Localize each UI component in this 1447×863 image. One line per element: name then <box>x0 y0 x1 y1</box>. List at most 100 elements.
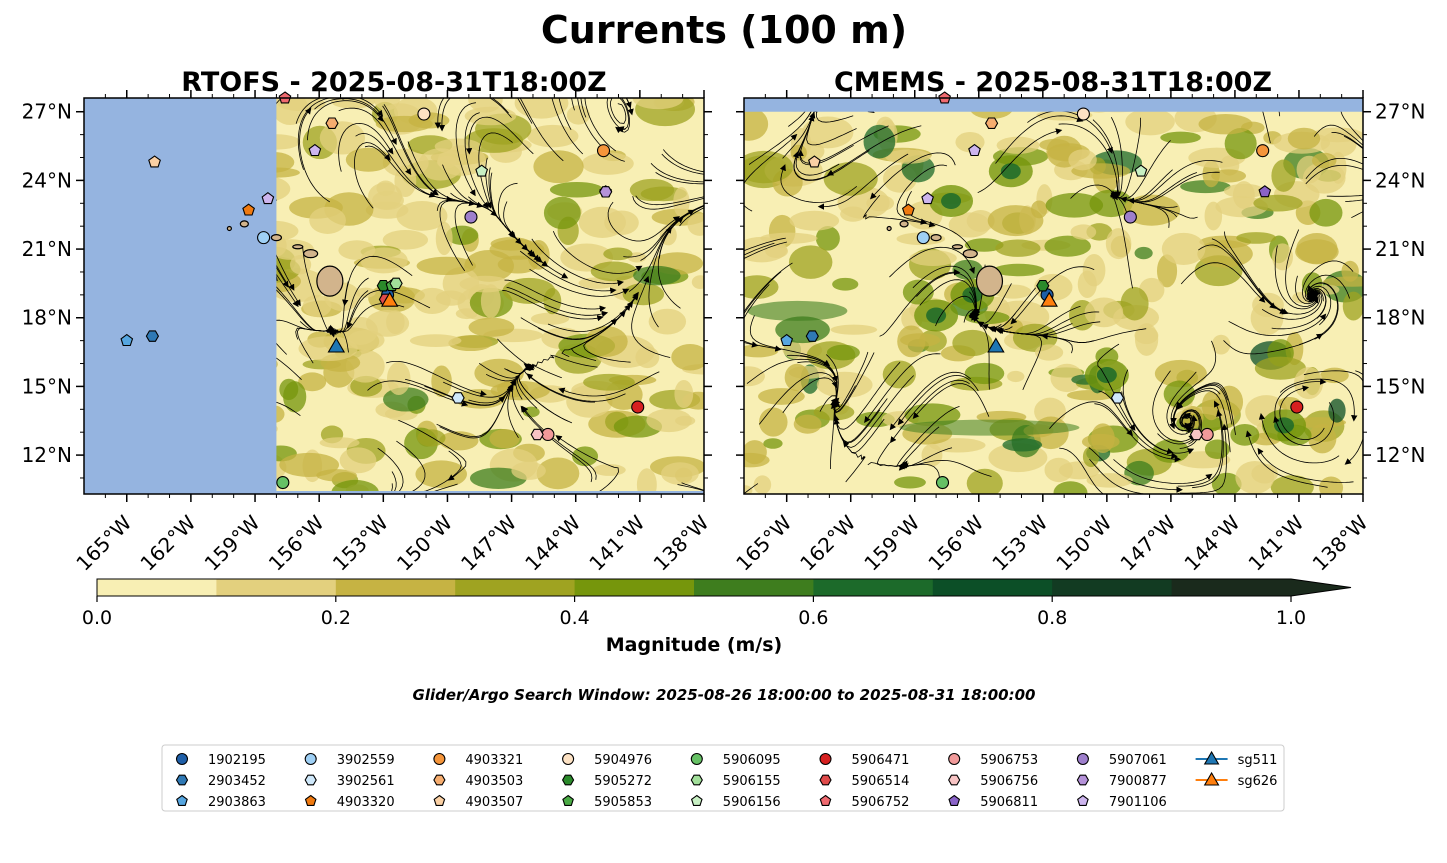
streamline <box>502 289 604 322</box>
field-patch <box>1224 128 1257 160</box>
float-7901106 <box>308 143 322 157</box>
field-patch <box>533 150 584 184</box>
x-tick-label: 147°W <box>1115 510 1180 575</box>
streamline <box>551 98 584 155</box>
figure-title: Currents (100 m) <box>541 8 907 52</box>
field-patch <box>996 136 1040 154</box>
field-patch <box>673 187 690 218</box>
field-patch <box>1105 228 1132 260</box>
field-patch <box>396 201 448 231</box>
streamline <box>981 305 1081 335</box>
y-tick-label: 18°N <box>1375 306 1425 330</box>
field-patch <box>763 438 783 449</box>
field-patch <box>502 277 556 304</box>
streamline <box>744 284 782 352</box>
island <box>962 249 978 259</box>
field-patch <box>1342 291 1363 321</box>
island <box>899 220 909 228</box>
streamline <box>1179 423 1228 494</box>
colorbar-segment <box>694 579 814 596</box>
streamline <box>912 265 980 316</box>
field-patch <box>309 206 346 234</box>
field-patch <box>966 210 995 232</box>
field-patch <box>635 346 660 369</box>
legend-label: 5906471 <box>852 753 910 768</box>
streamline <box>434 98 509 129</box>
streamline <box>899 461 940 486</box>
field-patch <box>1081 433 1120 450</box>
colorbar: 0.0 0.2 0.4 0.6 0.8 1.0 Magnitude (m/s) <box>82 578 1352 656</box>
field-patch <box>966 468 1003 494</box>
streamline <box>1326 194 1363 197</box>
field-patch <box>590 261 637 282</box>
streamline <box>640 205 704 261</box>
y-tick-label: 27°N <box>22 100 72 124</box>
legend-entry-4903507: 4903507 <box>433 794 523 810</box>
streamline <box>338 122 394 172</box>
colorbar-tick-label: 0.8 <box>1037 607 1067 629</box>
float-3902561 <box>1110 392 1125 404</box>
streamline <box>746 358 838 384</box>
legend-marker <box>433 752 446 766</box>
legend-label: 5906514 <box>852 774 910 789</box>
float-4903503 <box>984 117 999 129</box>
cmems-panel-title: CMEMS - 2025-08-31T18:00Z <box>834 67 1272 98</box>
field-patch <box>431 365 452 398</box>
float-2903863 <box>780 333 794 347</box>
legend-entry-5906752: 5906752 <box>819 794 909 810</box>
island <box>226 225 232 232</box>
field-patch <box>993 263 1045 277</box>
field-patch <box>1070 224 1097 240</box>
glider-sg511 <box>327 337 346 353</box>
float-4903503 <box>325 117 339 129</box>
streamline <box>681 482 704 491</box>
streamline <box>650 163 704 183</box>
streamline <box>1111 191 1178 218</box>
field-patch <box>583 373 635 391</box>
field-patch <box>1180 180 1231 194</box>
legend-entry-3902559: 3902559 <box>304 752 395 768</box>
field-patch <box>801 116 854 149</box>
no-data-mask <box>84 98 277 494</box>
streamline <box>464 112 489 209</box>
field-patch <box>1007 370 1025 383</box>
legend-label: 5905272 <box>594 774 652 789</box>
field-patch <box>661 462 699 485</box>
legend-entry-2903863: 2903863 <box>176 794 266 810</box>
field-patch <box>759 407 788 437</box>
field-patch <box>468 317 515 337</box>
field-patch <box>1045 192 1104 218</box>
field-patch <box>952 329 993 357</box>
x-tick-label: 144°W <box>520 510 585 575</box>
streamline <box>912 383 990 420</box>
streamline <box>916 272 977 320</box>
field-patch <box>840 206 866 222</box>
field-patch <box>753 475 772 494</box>
streamline <box>1285 229 1319 307</box>
field-patch <box>1270 475 1314 494</box>
field-patch <box>572 446 599 467</box>
float-5904976 <box>417 107 431 121</box>
legend-marker <box>690 794 703 806</box>
float-5906095 <box>935 476 950 490</box>
streamline <box>1245 430 1328 488</box>
legend-label: 2903863 <box>208 795 266 810</box>
streamline <box>1279 385 1325 441</box>
colorbar-segment <box>1171 579 1292 596</box>
legend-entry-1902195: 1902195 <box>175 752 266 768</box>
legend-label: 4903320 <box>337 795 395 810</box>
field-patch <box>993 284 1032 299</box>
streamline <box>1176 390 1231 453</box>
legend-marker <box>1077 794 1089 806</box>
streamline <box>506 286 609 318</box>
field-patch <box>964 362 1005 385</box>
streamline <box>1127 160 1223 204</box>
float-7901106 <box>261 192 275 205</box>
field-patch <box>489 429 520 449</box>
legend-entry-5906753: 5906753 <box>948 752 1038 768</box>
field-patch <box>360 247 408 274</box>
streamline <box>383 104 439 195</box>
streamline <box>631 275 671 358</box>
streamline <box>1089 459 1185 494</box>
field-patch <box>866 194 895 212</box>
